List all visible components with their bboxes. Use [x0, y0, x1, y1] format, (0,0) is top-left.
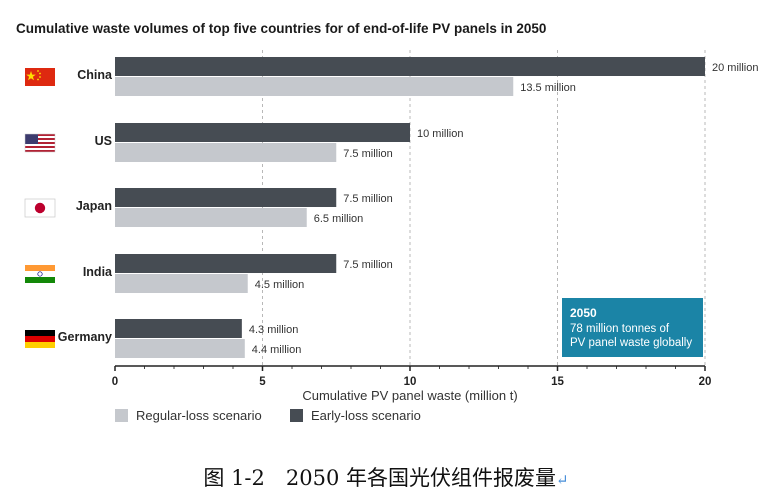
value-label-early: 10 million: [417, 128, 463, 140]
germany-flag-icon: [25, 330, 55, 348]
legend-swatch: [290, 409, 303, 422]
x-tick-label: 0: [112, 376, 118, 388]
x-tick-label: 5: [259, 376, 266, 388]
bar-regular-loss: [115, 339, 245, 358]
bar-early-loss: [115, 123, 410, 142]
value-label-regular: 13.5 million: [520, 82, 576, 94]
bar-regular-loss: [115, 143, 337, 162]
x-axis: 0 5 10 15 20: [112, 365, 712, 388]
legend: Regular-loss scenario Early-loss scenario: [115, 408, 421, 423]
annotation-box-bg: [562, 298, 703, 357]
x-tick-label: 10: [404, 376, 417, 388]
bar-regular-loss: [115, 274, 248, 293]
value-label-regular: 4.5 million: [255, 279, 305, 291]
bar-regular-loss: [115, 208, 307, 227]
legend-label: Early-loss scenario: [311, 408, 421, 423]
category-label: Japan: [76, 199, 112, 213]
value-label-regular: 4.4 million: [252, 344, 302, 356]
us-flag-icon: [24, 133, 56, 153]
japan-flag-icon: [24, 198, 56, 218]
bar-early-loss: [115, 57, 705, 76]
bars: 20 million 13.5 million 10 million 7.5 mill…: [115, 57, 758, 358]
value-label-regular: 6.5 million: [314, 213, 364, 225]
bar-chart: Cumulative waste volumes of top five cou…: [16, 21, 758, 423]
category-labels: China US Japan India Germany: [58, 68, 113, 344]
value-label-early: 7.5 million: [343, 193, 393, 205]
bar-early-loss: [115, 188, 337, 207]
india-flag-icon: [25, 265, 55, 283]
bar-early-loss: [115, 319, 242, 338]
flags: [24, 68, 56, 348]
category-label: Germany: [58, 330, 112, 344]
annotation-line: PV panel waste globally: [570, 337, 692, 349]
annotation-year: 2050: [570, 306, 597, 320]
legend-label: Regular-loss scenario: [136, 408, 262, 423]
china-flag-icon: [25, 68, 55, 86]
figure-caption: 图 1-2 2050 年各国光伏组件报废量↵: [0, 462, 772, 492]
value-label-early: 4.3 million: [249, 324, 299, 336]
caption-text: 图 1-2 2050 年各国光伏组件报废量: [203, 466, 557, 490]
annotation-line: 78 million tonnes of: [570, 323, 670, 335]
value-label-early: 7.5 million: [343, 259, 393, 271]
bar-early-loss: [115, 254, 337, 273]
category-label: India: [83, 265, 113, 279]
category-label: US: [95, 134, 112, 148]
legend-swatch: [115, 409, 128, 422]
bar-regular-loss: [115, 77, 514, 96]
x-tick-label: 20: [699, 376, 712, 388]
x-tick-label: 15: [551, 376, 564, 388]
value-label-early: 20 million: [712, 62, 758, 74]
value-label-regular: 7.5 million: [343, 148, 393, 160]
annotation-box: 2050 78 million tonnes of PV panel waste g…: [562, 298, 703, 357]
category-label: China: [77, 68, 113, 82]
chart-title: Cumulative waste volumes of top five cou…: [16, 21, 546, 36]
return-mark-icon: ↵: [556, 471, 569, 489]
x-axis-label: Cumulative PV panel waste (million t): [302, 388, 517, 403]
